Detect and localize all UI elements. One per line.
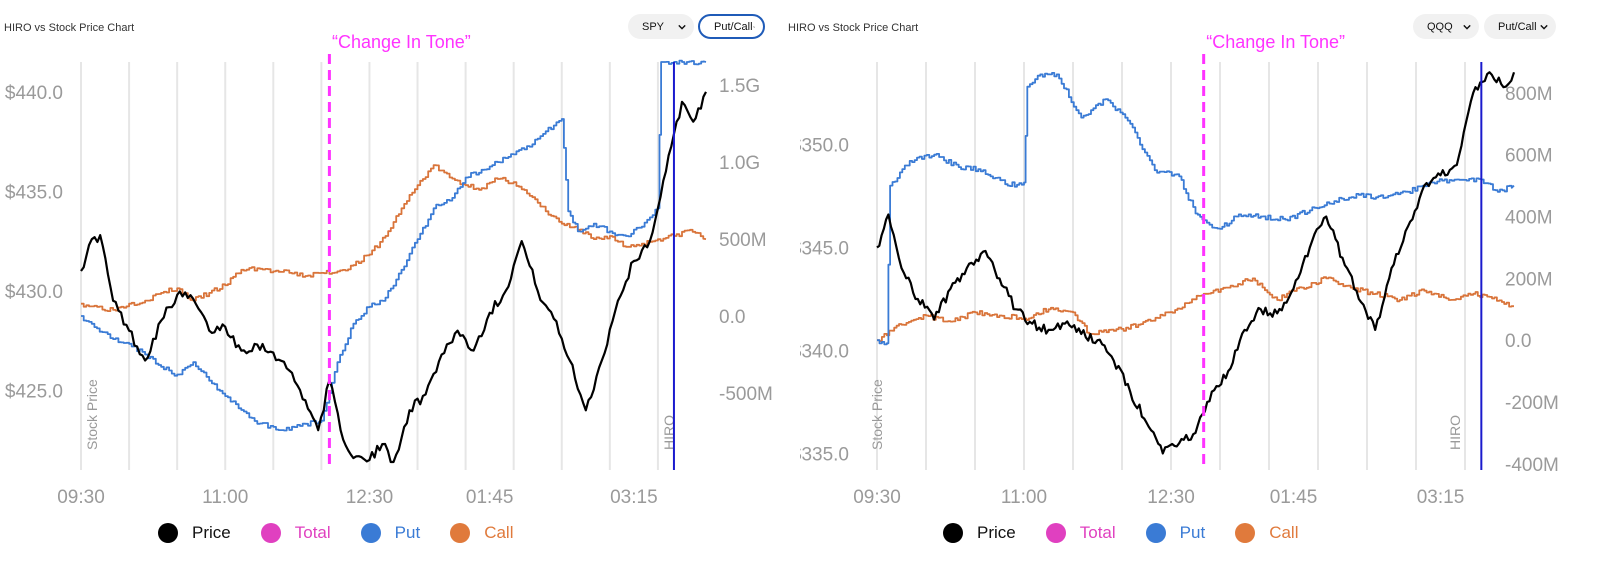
x-tick-label: 01:45	[1270, 487, 1318, 508]
legend-dot-call	[1235, 523, 1256, 543]
series-line-price	[80, 91, 707, 464]
y-right-tick-label: -400M	[1505, 455, 1559, 476]
chart-title: HIRO vs Stock Price Chart	[788, 22, 919, 34]
legend-item-call[interactable]: Call	[1235, 523, 1298, 543]
y-left-tick-label: $425.0	[5, 381, 63, 402]
y-left-axis-label: Stock Price	[869, 379, 885, 450]
legend-item-total[interactable]: Total	[260, 523, 331, 543]
chevron-down-icon	[678, 24, 686, 30]
y-left-axis-label: Stock Price	[84, 379, 100, 450]
chart-title: HIRO vs Stock Price Chart	[4, 22, 135, 34]
legend-item-put[interactable]: Put	[360, 523, 421, 543]
y-right-tick-label: -500M	[719, 384, 773, 405]
symbol-select[interactable]: QQQ	[1413, 14, 1479, 39]
series-line-call	[81, 164, 707, 312]
chevron-down-icon	[752, 25, 755, 28]
legend-dot-total	[1045, 523, 1066, 543]
legend-label-total: Total	[1079, 523, 1116, 542]
y-left-tick-label: $340.0	[800, 341, 849, 362]
series-line-price	[876, 71, 1516, 455]
y-right-tick-label: 1.5G	[719, 76, 760, 97]
chart-legend: Price Total Put Call	[158, 523, 543, 543]
y-right-tick-label: 800M	[1505, 84, 1553, 105]
legend-dot-total	[260, 523, 281, 543]
legend-dot-put	[1145, 523, 1166, 543]
legend-dot-call	[450, 523, 471, 543]
x-tick-label: 09:30	[57, 487, 105, 508]
chart-panel-spy: HIRO vs Stock Price Chart SPY Put/Call 0…	[4, 14, 773, 543]
legend-dot-put	[360, 523, 381, 543]
mode-select-value: Put/Call	[714, 20, 753, 33]
y-right-tick-label: 0.0	[719, 307, 745, 328]
x-tick-label: 03:15	[610, 487, 658, 508]
y-right-tick-label: 500M	[719, 230, 767, 251]
legend-item-price[interactable]: Price	[943, 523, 1016, 543]
hiro-price-chart: 09:30 11:00 12:30 01:45 03:15 $350.0 $345.0 $34…	[800, 32, 1559, 508]
legend-item-price[interactable]: Price	[158, 523, 231, 543]
y-left-tick-label: $350.0	[800, 135, 849, 156]
y-left-tick-label: $345.0	[800, 238, 849, 259]
x-tick-label: 01:45	[466, 487, 514, 508]
y-left-tick-label: $335.0	[800, 445, 849, 466]
symbol-select[interactable]: SPY	[628, 14, 694, 39]
legend-dot-price	[943, 523, 963, 543]
y-right-tick-label: 200M	[1505, 269, 1553, 290]
change-in-tone-label: “Change In Tone”	[332, 32, 471, 52]
y-left-tick-label: $440.0	[5, 83, 63, 104]
x-tick-label: 03:15	[1417, 487, 1465, 508]
x-tick-label: 09:30	[853, 487, 901, 508]
y-right-tick-label: 600M	[1505, 146, 1553, 167]
y-right-tick-label: 1.0G	[719, 153, 760, 174]
series-line-call	[877, 276, 1515, 342]
symbol-select-value: QQQ	[1427, 20, 1453, 33]
hiro-price-chart: 09:30 11:00 12:30 01:45 03:15 $440.0 $435.0 $43…	[5, 32, 773, 508]
mode-select-value: Put/Call	[1498, 20, 1537, 33]
x-tick-label: 11:00	[1001, 487, 1047, 508]
y-right-tick-label: 400M	[1505, 208, 1553, 229]
legend-item-call[interactable]: Call	[450, 523, 513, 543]
legend-label-call: Call	[1269, 523, 1299, 542]
mode-select[interactable]: Put/Call	[698, 14, 765, 39]
chart-legend: Price Total Put Call	[943, 523, 1328, 543]
legend-item-total[interactable]: Total	[1045, 523, 1116, 543]
mode-select[interactable]: Put/Call	[1484, 14, 1556, 39]
y-left-tick-label: $435.0	[5, 182, 63, 203]
chevron-down-icon	[1463, 24, 1471, 30]
legend-label-price: Price	[192, 523, 231, 542]
y-right-axis-label: HIRO	[1447, 415, 1463, 450]
series-line-put	[81, 59, 707, 432]
legend-label-call: Call	[484, 523, 514, 542]
x-tick-label: 12:30	[1147, 487, 1195, 508]
legend-label-total: Total	[294, 523, 331, 542]
legend-label-price: Price	[977, 523, 1016, 542]
x-tick-label: 12:30	[346, 487, 394, 508]
change-in-tone-label: “Change In Tone”	[1206, 32, 1345, 52]
series-line-put	[877, 72, 1515, 346]
y-right-tick-label: -200M	[1505, 393, 1559, 414]
legend-label-put: Put	[394, 523, 421, 542]
y-left-tick-label: $430.0	[5, 282, 63, 303]
chevron-down-icon	[1540, 24, 1548, 30]
y-right-tick-label: 0.0	[1505, 331, 1531, 352]
legend-item-put[interactable]: Put	[1145, 523, 1206, 543]
legend-label-put: Put	[1179, 523, 1206, 542]
chart-panel-qqq: HIRO vs Stock Price Chart QQQ Put/Call 0…	[788, 0, 1600, 573]
symbol-select-value: SPY	[642, 20, 665, 33]
x-tick-label: 11:00	[202, 487, 248, 508]
legend-dot-price	[158, 523, 178, 543]
